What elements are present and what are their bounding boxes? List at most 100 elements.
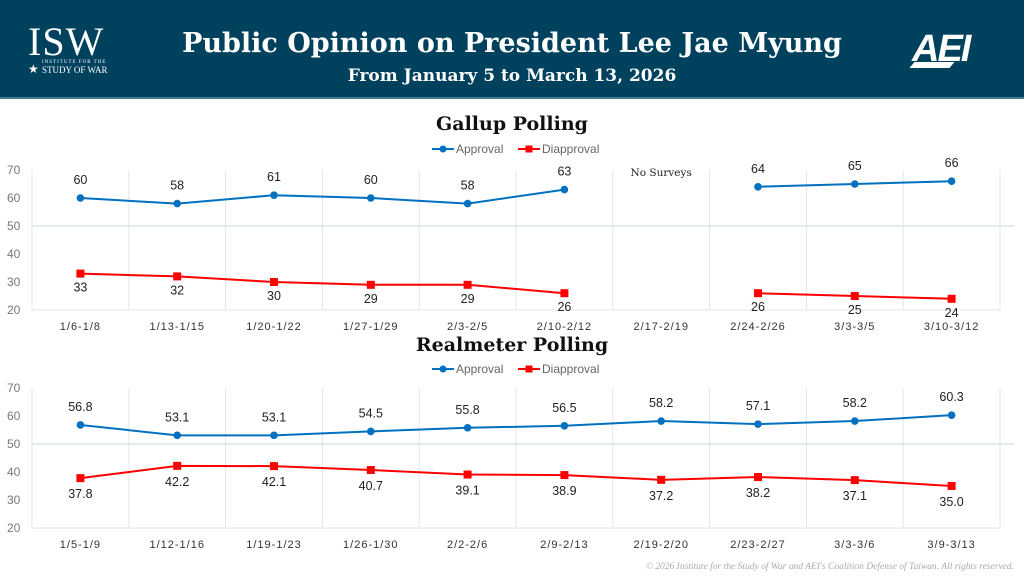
- disapproval-point: [754, 289, 762, 298]
- legend-disapproval-label: Diapproval: [542, 362, 599, 376]
- disapproval-data-label: 33: [73, 281, 87, 295]
- x-tick-label: 2/23-2/27: [730, 539, 785, 550]
- disapproval-point: [270, 462, 278, 471]
- disapproval-point: [850, 292, 859, 300]
- y-tick-label: 70: [7, 163, 21, 177]
- x-tick-label: 2/24-2/26: [730, 321, 785, 333]
- disapproval-data-label: 35.0: [939, 495, 963, 509]
- disapproval-data-label: 30: [267, 289, 281, 303]
- disapproval-point: [76, 269, 85, 278]
- x-tick-label: 2/9-2/13: [540, 539, 588, 550]
- disapproval-point: [366, 466, 375, 475]
- disapproval-point: [657, 475, 666, 484]
- approval-data-label: 56.8: [68, 400, 92, 414]
- y-tick-label: 50: [7, 219, 21, 233]
- approval-point: [851, 180, 859, 188]
- page-title: Public Opinion on President Lee Jae Myun…: [182, 28, 842, 59]
- y-tick-label: 60: [7, 409, 21, 423]
- disapproval-data-label: 32: [170, 283, 184, 297]
- disapproval-data-label: 38.9: [552, 484, 576, 498]
- disapproval-data-label: 37.1: [843, 489, 867, 503]
- y-tick-label: 60: [7, 191, 21, 205]
- disapproval-data-label: 24: [945, 306, 959, 320]
- page-subtitle: From January 5 to March 13, 2026: [347, 66, 677, 86]
- realmeter-chart: Realmeter Polling Approval Diapproval 20 30 4…: [7, 334, 1014, 550]
- approval-point: [754, 420, 762, 428]
- approval-data-label: 65: [848, 159, 862, 173]
- y-tick-label: 20: [7, 303, 21, 317]
- y-tick-label: 40: [7, 465, 21, 479]
- y-tick-label: 20: [7, 521, 21, 535]
- aei-logo-swoosh-icon: [909, 62, 955, 68]
- approval-data-label: 60.3: [939, 390, 963, 404]
- legend-approval-label: Approval: [456, 362, 503, 376]
- disapproval-point: [754, 473, 762, 482]
- approval-point: [657, 417, 665, 425]
- disapproval-point: [270, 278, 278, 286]
- approval-point: [463, 199, 472, 208]
- chart-title: Realmeter Polling: [416, 334, 608, 356]
- isw-logo: ISW INSTITUTE FOR THE STUDY OF WAR ★: [28, 19, 108, 77]
- approval-data-label: 63: [557, 165, 571, 179]
- x-tick-label: 3/3-3/5: [834, 321, 875, 333]
- y-tick-label: 30: [7, 275, 21, 289]
- header-banner: ISW INSTITUTE FOR THE STUDY OF WAR ★ Pub…: [0, 0, 1024, 99]
- x-tick-label: 2/10-2/12: [537, 321, 592, 333]
- approval-point: [560, 422, 569, 430]
- approval-data-label: 64: [751, 162, 765, 176]
- legend-approval-marker: [439, 145, 447, 153]
- isw-logo-text: ISW: [28, 19, 105, 64]
- approval-data-label: 53.1: [262, 410, 286, 424]
- legend-approval-marker: [439, 365, 447, 373]
- approval-point: [463, 423, 472, 432]
- approval-point: [367, 427, 375, 436]
- approval-data-label: 56.5: [552, 401, 576, 415]
- approval-point: [270, 431, 278, 440]
- x-tick-label: 3/10-3/12: [924, 321, 979, 333]
- approval-data-label: 53.1: [165, 410, 189, 424]
- approval-point: [754, 183, 762, 191]
- annotation-no-surveys: No Surveys: [631, 167, 692, 179]
- disapproval-point: [463, 470, 472, 479]
- x-tick-label: 3/3-3/6: [834, 539, 875, 550]
- approval-point: [173, 199, 181, 208]
- approval-data-label: 54.5: [359, 406, 383, 420]
- chart-title: Gallup Polling: [436, 113, 588, 135]
- approval-data-label: 66: [945, 156, 959, 170]
- disapproval-point: [947, 294, 956, 303]
- disapproval-point: [947, 482, 956, 490]
- disapproval-point: [850, 476, 859, 485]
- approval-point: [947, 411, 956, 419]
- x-tick-label: 2/3-2/5: [447, 321, 488, 333]
- disapproval-data-label: 26: [557, 300, 571, 314]
- disapproval-point: [560, 289, 569, 298]
- disapproval-data-label: 42.1: [262, 475, 286, 489]
- approval-point: [851, 417, 859, 425]
- x-tick-label: 3/9-3/13: [927, 539, 975, 550]
- approval-point: [947, 177, 956, 185]
- y-tick-label: 40: [7, 247, 21, 261]
- disapproval-point: [463, 280, 472, 289]
- x-tick-label: 1/12-1/16: [149, 539, 204, 550]
- disapproval-data-label: 29: [461, 292, 475, 306]
- disapproval-data-label: 29: [364, 292, 378, 306]
- x-tick-label: 1/19-1/23: [246, 539, 301, 550]
- approval-point: [367, 194, 375, 202]
- disapproval-point: [173, 272, 182, 281]
- approval-data-label: 60: [73, 173, 87, 187]
- approval-data-label: 55.8: [455, 403, 479, 417]
- x-tick-label: 1/6-1/8: [60, 321, 101, 333]
- approval-point: [560, 185, 569, 194]
- approval-point: [270, 191, 278, 199]
- disapproval-point: [76, 474, 85, 483]
- approval-line: [80, 188, 565, 205]
- approval-data-label: 57.1: [746, 399, 770, 413]
- disapproval-data-label: 42.2: [165, 475, 189, 489]
- y-tick-label: 30: [7, 493, 21, 507]
- disapproval-point: [560, 471, 569, 480]
- disapproval-data-label: 26: [751, 300, 765, 314]
- star-icon: ★: [28, 62, 39, 76]
- x-tick-label: 1/27-1/29: [343, 321, 398, 333]
- approval-data-label: 58: [170, 179, 184, 193]
- approval-data-label: 58.2: [843, 396, 867, 410]
